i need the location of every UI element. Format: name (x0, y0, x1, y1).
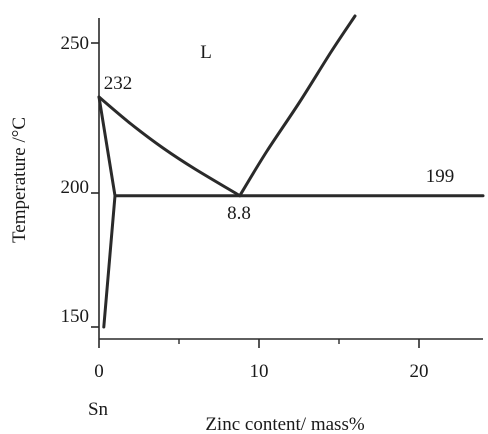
x-tick-label-0: 0 (94, 361, 104, 382)
x-tick-label-20: 20 (410, 361, 429, 382)
y-tick-label-250: 250 (61, 33, 90, 54)
y-tick-label-200: 200 (61, 177, 90, 198)
solidus-sn-side (97, 95, 117, 329)
x-tick-label-10: 10 (250, 361, 269, 382)
liquid-region-label: L (200, 42, 212, 63)
y-tick-label-150: 150 (61, 306, 90, 327)
liquidus-zn-side (238, 14, 357, 198)
annotation-8-8: 8.8 (227, 203, 251, 224)
axes (91, 18, 483, 348)
x-axis-title: Zinc content/ mass% (205, 414, 365, 434)
phase-lines (97, 14, 485, 329)
y-axis-title: Temperature /°C (9, 117, 30, 243)
annotation-232: 232 (104, 73, 133, 94)
corner-label-sn: Sn (88, 399, 109, 420)
liquidus-sn-side (97, 95, 242, 198)
annotation-199: 199 (426, 166, 455, 187)
